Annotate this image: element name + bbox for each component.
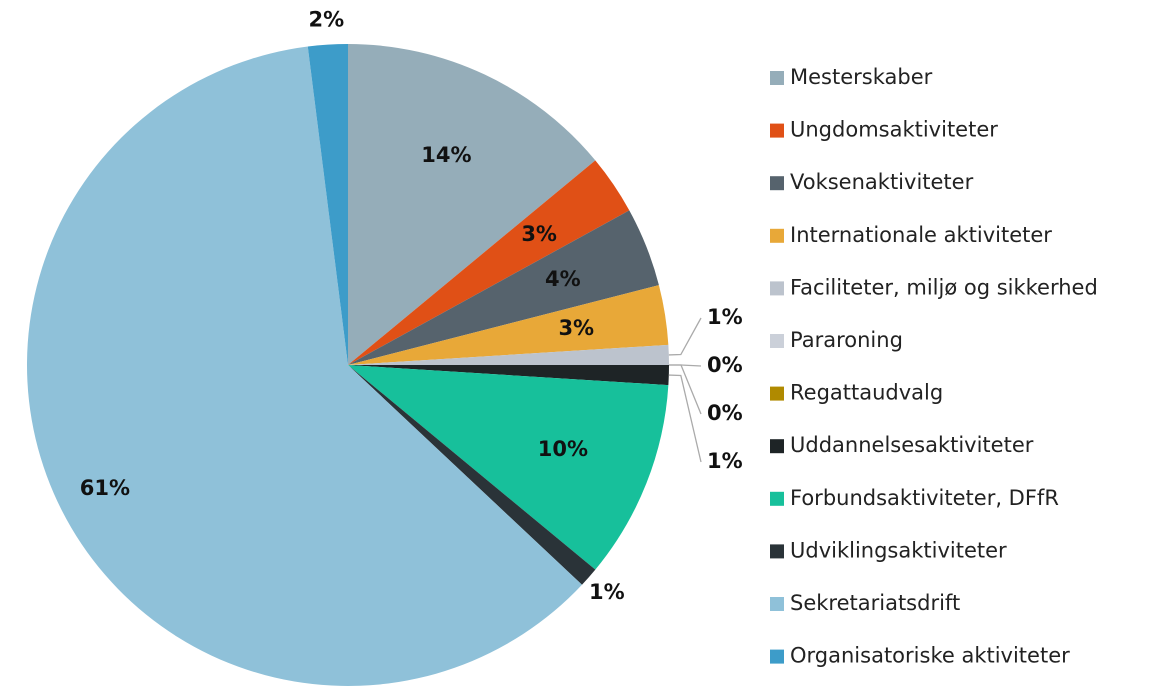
legend-label: Udviklingsaktiviteter [790,538,1007,562]
leader-line [668,374,702,463]
slice-label: 0% [707,401,743,425]
slice-label: 14% [421,143,471,167]
leader-line [669,364,702,415]
legend-label: Ungdomsaktiviteter [790,118,998,142]
pie-slice [348,210,659,365]
legend-swatch [770,281,784,296]
slice-label: 61% [80,476,130,500]
slice-label: 2% [309,8,345,32]
legend-swatch [770,597,784,611]
legend-swatch [770,649,784,664]
leader-line [668,317,702,356]
legend-swatch [770,544,784,559]
slice-label: 1% [589,580,625,604]
legend-label: Internationale aktiviteter [790,223,1052,247]
legend-label: Mesterskaber [790,65,933,89]
pie-slice [348,44,596,365]
legend-swatch [770,228,784,243]
legend-swatch [770,71,784,85]
pie-slice [348,160,630,365]
pie-slice [348,365,669,386]
slice-label: 0% [707,353,743,377]
pie-slice [307,44,348,365]
slice-label: 10% [538,437,588,461]
pie-slice [348,365,596,585]
legend-swatch [770,123,784,138]
slice-label: 1% [707,305,743,329]
legend-label: Faciliteter, miljø og sikkerhed [790,275,1098,299]
pie-slice [348,285,669,365]
legend-swatch [770,439,784,454]
pie-slice [348,344,669,365]
legend-label: Voksenaktiviteter [790,170,974,194]
slice-label: 1% [707,449,743,473]
legend-swatch [770,176,784,191]
legend-swatch [770,334,784,348]
pie-slice [26,46,582,686]
legend-swatch [770,491,784,506]
slice-label: 3% [521,222,557,246]
slice-label: 3% [558,316,594,340]
legend-swatch [770,386,784,401]
legend-label: Sekretariatsdrift [790,591,960,615]
legend-label: Organisatoriske aktiviteter [790,644,1070,668]
slice-label: 4% [545,267,581,291]
pie-slice [348,365,669,570]
legend-label: Pararoning [790,328,903,352]
legend-label: Regattaudvalg [790,381,943,405]
legend-label: Uddannelsesaktiviteter [790,433,1034,457]
legend-label: Forbundsaktiviteter, DFfR [790,486,1059,510]
